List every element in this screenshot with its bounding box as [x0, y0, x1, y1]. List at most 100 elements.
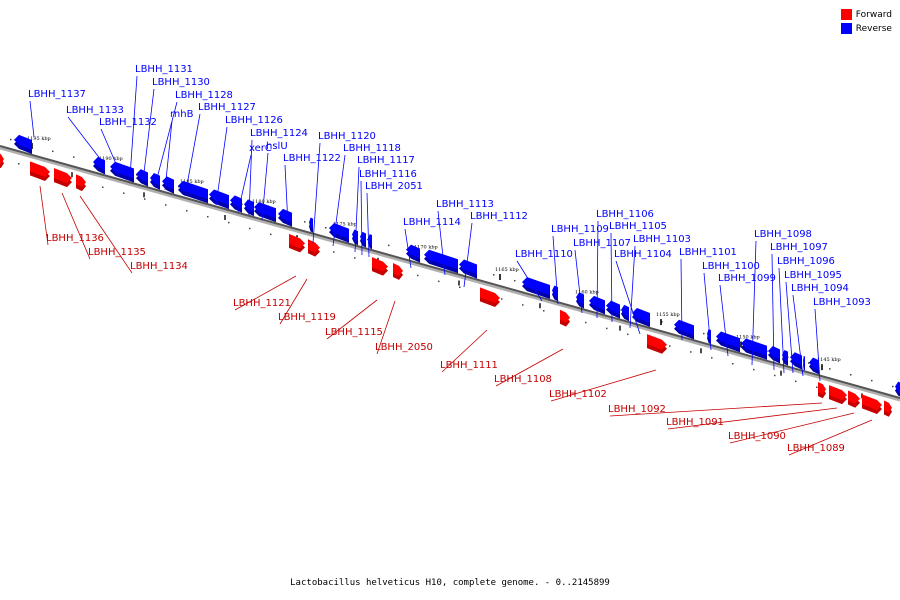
leader-line	[284, 164, 289, 226]
forward-gene	[76, 174, 86, 188]
reverse-gene	[716, 331, 740, 349]
reverse-gene	[674, 319, 694, 336]
reverse-gene	[522, 277, 550, 295]
guide-dot	[522, 304, 524, 306]
guide-dot	[514, 279, 516, 282]
leader-line	[184, 113, 201, 197]
reverse-gene-label: LBHH_1099	[718, 273, 776, 284]
forward-gene-label: LBHH_1090	[728, 431, 786, 442]
guide-dot	[52, 150, 54, 153]
forward-gene-label: LBHH_1134	[130, 261, 188, 272]
leader-line	[729, 412, 855, 444]
guide-dot	[73, 156, 75, 158]
reverse-gene-label: LBHH_1122	[283, 153, 341, 164]
forward-gene-label: LBHH_1111	[440, 360, 498, 371]
forward-gene	[289, 233, 305, 249]
guide-dot	[459, 286, 461, 289]
leader-line	[360, 180, 363, 256]
tick-label: 1195 kbp	[27, 136, 51, 142]
forward-gene-label: LBHH_1119	[278, 312, 336, 323]
guide-dot	[816, 386, 818, 388]
forward-gene	[308, 239, 320, 253]
reverse-gene-label: LBHH_1105	[609, 221, 667, 232]
leader-line	[785, 281, 794, 374]
leader-line	[215, 126, 228, 206]
leader-line	[441, 329, 488, 373]
reverse-gene-label: LBHH_1100	[702, 261, 760, 272]
guide-dot	[501, 298, 503, 300]
reverse-gene-label: LBHH_1118	[343, 143, 401, 154]
guide-dot	[711, 357, 713, 359]
guide-dot	[325, 227, 327, 229]
forward-gene-label: LBHH_2050	[375, 342, 433, 353]
leader-line	[366, 192, 370, 258]
guide-dot	[388, 244, 390, 247]
leader-line	[596, 220, 599, 319]
reverse-gene-label: LBHH_1130	[152, 77, 210, 88]
legend-forward: Forward	[840, 9, 892, 20]
guide-dot	[123, 192, 125, 194]
forward-gene-label: LBHH_1135	[88, 247, 146, 258]
leader-line	[703, 272, 712, 351]
reverse-gene	[459, 259, 477, 275]
reverse-gene-label: LBHH_1107	[573, 238, 631, 249]
reverse-gene	[309, 217, 313, 229]
forward-gene	[862, 394, 882, 410]
guide-dot	[165, 204, 167, 206]
reverse-gene	[230, 195, 242, 209]
guide-dot	[493, 274, 495, 276]
reverse-gene-label: LBHH_1127	[198, 102, 256, 113]
leader-line	[376, 300, 396, 355]
genome-caption: Lactobacillus helveticus H10, complete g…	[290, 578, 610, 588]
leader-line	[771, 253, 775, 371]
guide-dot	[774, 374, 776, 377]
guide-dot	[669, 345, 671, 347]
legend-reverse-label: Reverse	[855, 23, 892, 34]
guide-dot	[10, 138, 12, 141]
leader-line	[261, 152, 269, 221]
guide-dot	[333, 251, 335, 253]
reverse-gene-label: LBHH_1094	[791, 283, 849, 294]
reverse-gene-label: hslU	[266, 141, 288, 152]
backbone-shadow	[0, 146, 900, 402]
guide-dot	[871, 379, 873, 382]
forward-gene	[30, 161, 50, 177]
tick-label: 1150 kbp	[736, 334, 760, 340]
guide-dot	[228, 221, 230, 224]
reverse-gene	[782, 349, 788, 362]
reverse-gene	[136, 169, 148, 183]
reverse-gene-label: LBHH_1093	[813, 297, 871, 308]
tick-label: 1160 kbp	[575, 289, 599, 295]
reverse-gene-label: LBHH_1103	[633, 234, 691, 245]
reverse-gene-label: LBHH_1137	[28, 89, 86, 100]
forward-gene-label: LBHH_1089	[787, 443, 845, 454]
leader-line	[550, 369, 657, 402]
reverse-gene-label: LBHH_1106	[596, 209, 654, 220]
leader-line	[237, 154, 252, 213]
guide-dot	[249, 227, 251, 230]
reverse-gene-label: LBHH_2051	[365, 181, 423, 192]
forward-gene	[884, 400, 892, 413]
guide-dot	[18, 163, 20, 165]
guide-dot	[270, 233, 272, 236]
leader-line	[404, 228, 412, 269]
leader-line	[516, 260, 543, 302]
tick-label: 1170 kbp	[414, 244, 438, 250]
forward-gene	[480, 287, 500, 303]
reverse-gene-label: LBHH_1126	[225, 115, 283, 126]
leader-line	[751, 240, 757, 366]
guide-dot	[795, 380, 797, 383]
reverse-gene	[809, 357, 819, 371]
reverse-gene	[254, 202, 276, 219]
forward-gene	[560, 309, 570, 323]
reverse-gene-label: LBHH_1116	[359, 169, 417, 180]
leader-line	[100, 128, 121, 174]
guide-dot	[753, 368, 755, 371]
reverse-gene-label: LBHH_1098	[754, 229, 812, 240]
guide-dot	[850, 374, 852, 376]
leader-line	[609, 402, 823, 417]
reverse-gene-label: LBHH_1112	[470, 211, 528, 222]
tick-label: 1175 kbp	[333, 222, 357, 228]
tick-label: 1165 kbp	[495, 267, 519, 273]
